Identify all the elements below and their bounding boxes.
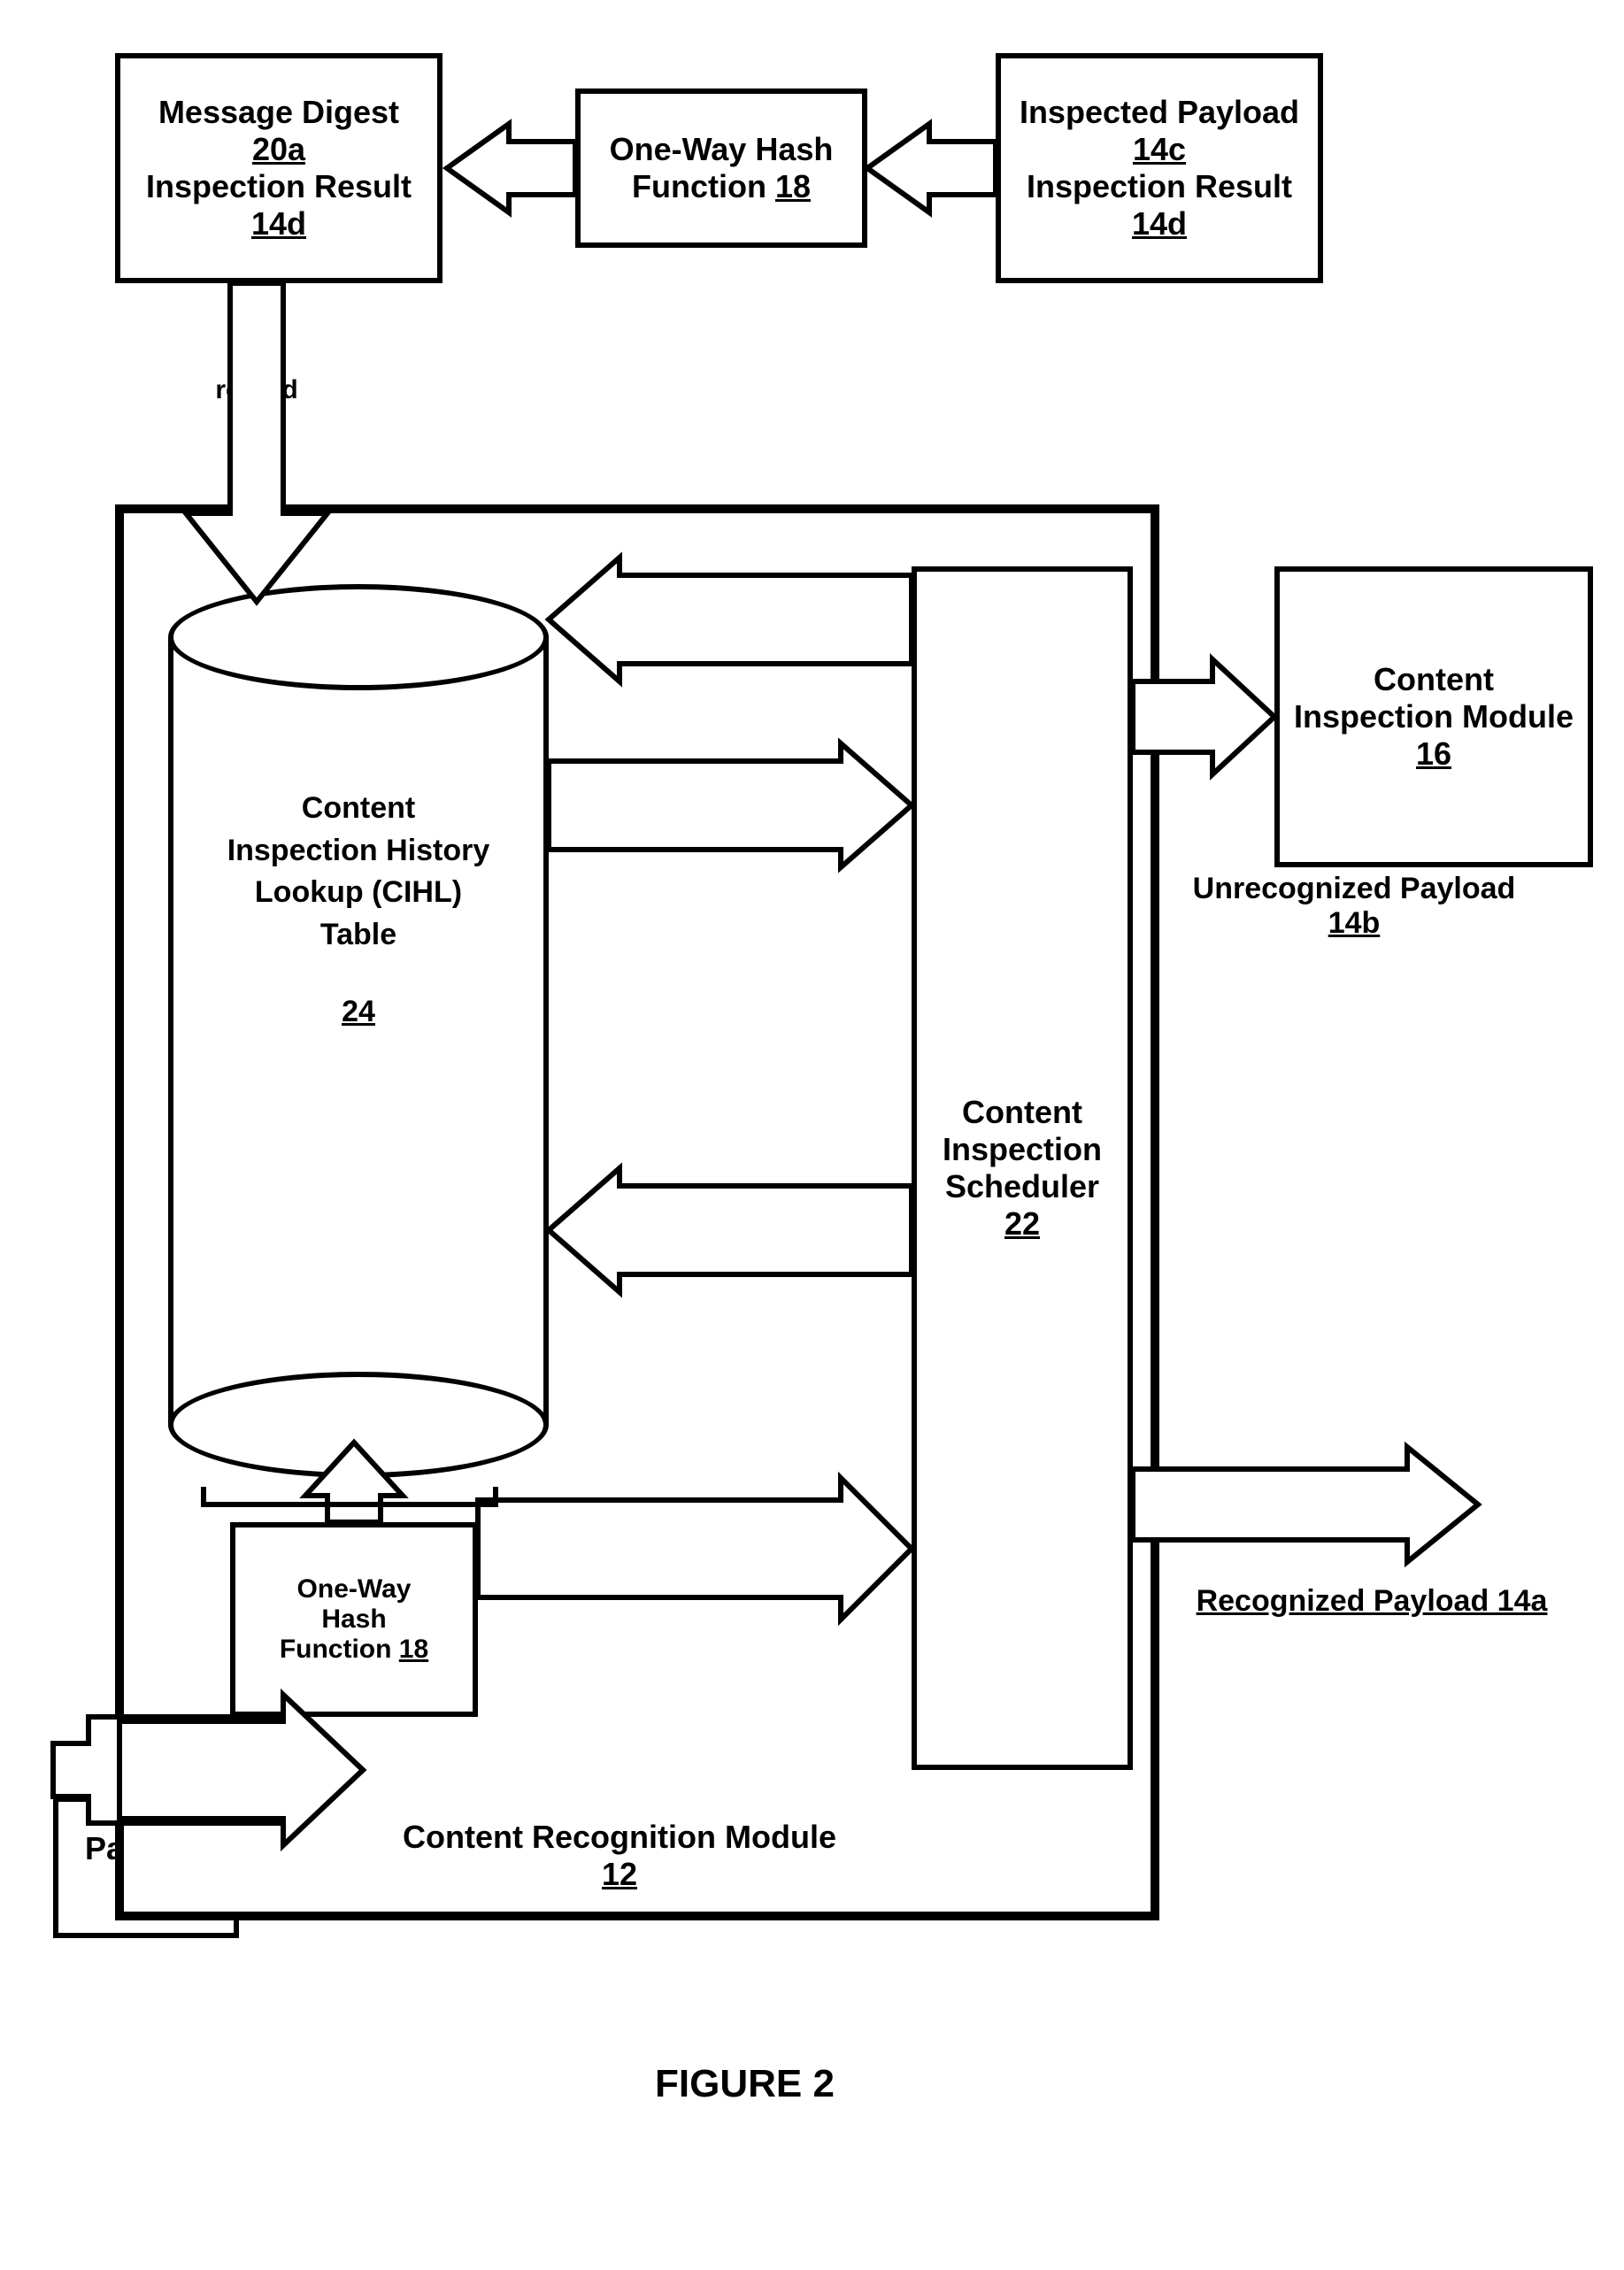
label: Inspection (943, 1131, 1102, 1168)
content-inspection-module-box: Content Inspection Module 16 (1274, 566, 1593, 867)
recognized-label: Recognized Payload 14a (1177, 1584, 1566, 1619)
label: 16 (1416, 735, 1451, 773)
label: Message Digest (158, 94, 399, 131)
label: Inspection Result (1027, 168, 1292, 205)
hash-function-top-box: One-Way Hash Function 18 (575, 88, 867, 248)
label: 14c (1133, 131, 1186, 168)
label: Content (168, 788, 549, 830)
label: Lookup (CIHL) (168, 872, 549, 914)
label: One-Way (297, 1574, 412, 1604)
cih-under-inspection-label: CIH record "Under Inspection" 42c (584, 582, 885, 643)
hash-function-inner-box: One-Way Hash Function 18 (230, 1522, 478, 1717)
label: 14d (1132, 205, 1187, 242)
matching-entry-label: Matching Entry 42a/NULL (584, 770, 867, 830)
label: 22 (1004, 1205, 1040, 1243)
label: Inspection Module (1294, 698, 1574, 735)
label: 14d (251, 205, 306, 242)
label: Content (962, 1094, 1082, 1131)
label: Table (168, 914, 549, 957)
search-msg-digest-label: Search with Message Digest 27 (584, 1195, 876, 1277)
label: Inspection History (168, 830, 549, 873)
label: Function 18 (632, 168, 811, 205)
label: One-Way Hash (610, 131, 834, 168)
label: 24 (168, 991, 549, 1034)
label: 20a (252, 131, 305, 168)
cih-record-42b-label: CIH record 42b (195, 345, 319, 435)
label: Inspected Payload (1020, 94, 1299, 131)
label: Scheduler (945, 1168, 1099, 1205)
msg-digest-20-label: Message Digest 20 (620, 1509, 832, 1569)
label: Content Recognition Module (354, 1819, 885, 1856)
label: Inspection Result (146, 168, 412, 205)
inspected-payload-box: Inspected Payload 14c Inspection Result … (996, 53, 1323, 283)
unrecognized-label: Unrecognized Payload 14b (1177, 872, 1531, 941)
scheduler-box: Content Inspection Scheduler 22 (912, 566, 1133, 1770)
diagram-canvas: Message Digest 20a Inspection Result 14d… (0, 0, 1624, 2270)
label: Content (1374, 661, 1494, 698)
label: Function 18 (280, 1635, 428, 1665)
figure-label: FIGURE 2 (655, 2062, 835, 2106)
message-digest-box: Message Digest 20a Inspection Result 14d (115, 53, 443, 283)
label: 12 (354, 1856, 885, 1893)
crm-label: Content Recognition Module 12 (354, 1819, 885, 1893)
label: Hash (321, 1604, 386, 1635)
cihl-label: Content Inspection History Lookup (CIHL)… (168, 788, 549, 1034)
